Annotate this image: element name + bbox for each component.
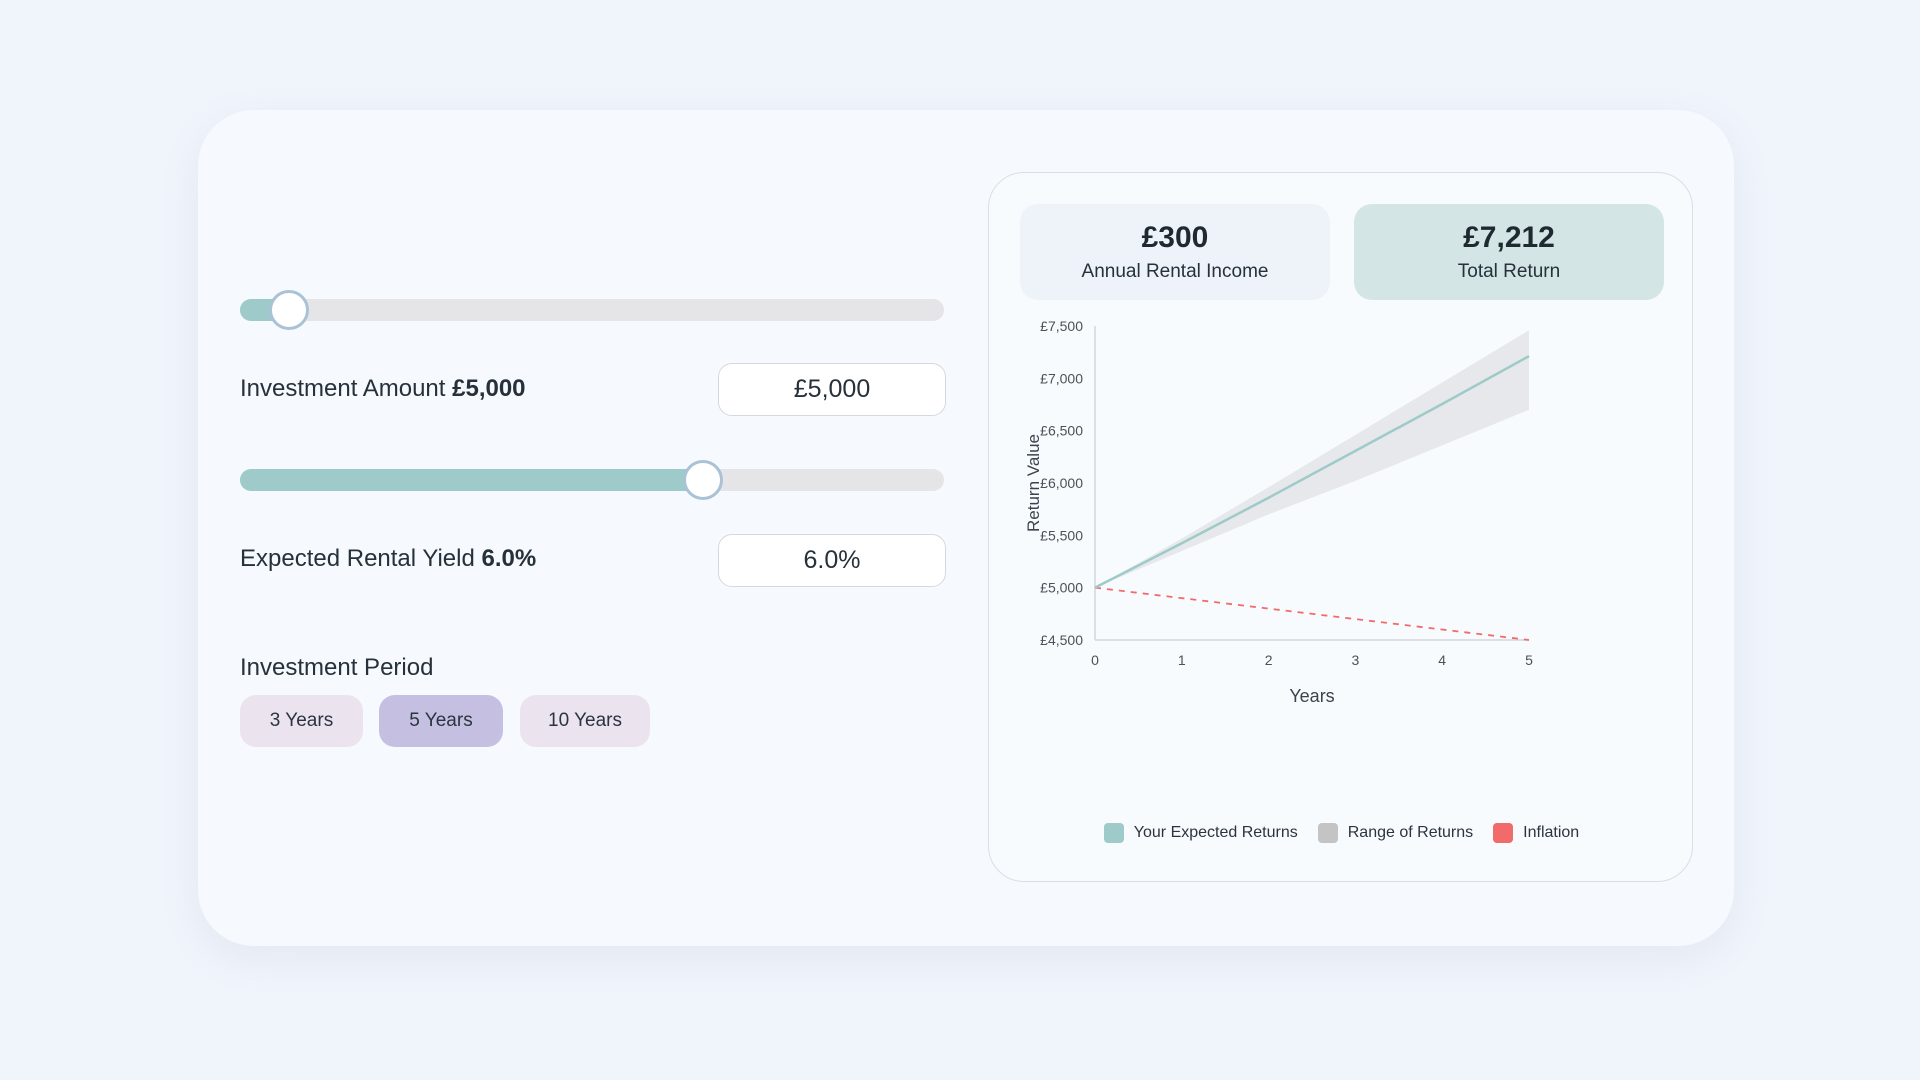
y-tick-label: £7,000 bbox=[1040, 370, 1083, 386]
calculator-card: Investment Amount £5,000 £5,000 Expected… bbox=[198, 110, 1734, 946]
yield-input[interactable]: 6.0% bbox=[718, 534, 946, 587]
returns-chart: £4,500 £5,000 £5,500 £6,000 £6,500 £7,000 £7,5… bbox=[1024, 318, 1533, 706]
period-title: Investment Period bbox=[240, 654, 434, 681]
annual-rental-income-label: Annual Rental Income bbox=[1081, 261, 1269, 282]
x-axis-title: Years bbox=[1289, 686, 1334, 706]
investment-slider-thumb[interactable] bbox=[269, 290, 310, 330]
period-3-years-button[interactable]: 3 Years bbox=[240, 695, 363, 747]
y-tick-label: £5,500 bbox=[1040, 527, 1083, 543]
investment-slider[interactable] bbox=[240, 290, 944, 330]
x-tick-label: 1 bbox=[1178, 652, 1186, 668]
total-return-value: £7,212 bbox=[1463, 221, 1555, 254]
y-tick-label: £5,000 bbox=[1040, 580, 1083, 596]
period-5-years-button[interactable]: 5 Years bbox=[379, 695, 503, 747]
legend-inflation[interactable]: Inflation bbox=[1493, 823, 1579, 843]
legend-inflation-label: Inflation bbox=[1523, 824, 1580, 841]
yield-slider-fill bbox=[240, 469, 703, 491]
legend-swatch-range bbox=[1317, 823, 1338, 843]
chart-legend: Your Expected Returns Range of Returns I… bbox=[989, 823, 1694, 843]
results-panel: £300 Annual Rental Income £7,212 Total R… bbox=[988, 172, 1693, 882]
y-tick-label: £4,500 bbox=[1040, 632, 1083, 648]
yield-value: 6.0% bbox=[481, 545, 537, 572]
yield-slider[interactable] bbox=[240, 460, 944, 500]
investment-input[interactable]: £5,000 bbox=[718, 363, 946, 416]
x-tick-label: 2 bbox=[1265, 652, 1273, 668]
legend-expected-label: Your Expected Returns bbox=[1133, 824, 1298, 841]
legend-range-label: Range of Returns bbox=[1347, 824, 1474, 841]
total-return-stat: £7,212 Total Return bbox=[1354, 204, 1664, 300]
investment-label: Investment Amount £5,000 bbox=[240, 375, 526, 402]
x-tick-label: 3 bbox=[1352, 652, 1360, 668]
x-tick-label: 4 bbox=[1438, 652, 1446, 668]
expected-returns-line bbox=[1094, 355, 1530, 589]
x-tick-label: 5 bbox=[1525, 652, 1533, 668]
yield-label: Expected Rental Yield 6.0% bbox=[240, 545, 537, 572]
y-axis-title: Return Value bbox=[1024, 434, 1043, 532]
yield-slider-thumb[interactable] bbox=[682, 460, 723, 500]
annual-rental-income-stat: £300 Annual Rental Income bbox=[1020, 204, 1330, 300]
inflation-line bbox=[1094, 586, 1530, 641]
annual-rental-income-value: £300 bbox=[1141, 221, 1209, 254]
legend-range-of-returns[interactable]: Range of Returns bbox=[1317, 823, 1474, 843]
y-tick-label: £7,500 bbox=[1040, 318, 1083, 334]
total-return-label: Total Return bbox=[1457, 261, 1561, 282]
period-10-years-button[interactable]: 10 Years bbox=[520, 695, 650, 747]
legend-swatch-inflation bbox=[1493, 823, 1514, 843]
x-tick-label: 0 bbox=[1091, 652, 1099, 668]
legend-swatch-expected bbox=[1103, 823, 1124, 843]
y-tick-label: £6,000 bbox=[1040, 475, 1083, 491]
y-tick-label: £6,500 bbox=[1040, 423, 1083, 439]
investment-value: £5,000 bbox=[452, 375, 526, 402]
legend-expected-returns[interactable]: Your Expected Returns bbox=[1103, 823, 1298, 843]
range-of-returns-band bbox=[1095, 330, 1529, 588]
